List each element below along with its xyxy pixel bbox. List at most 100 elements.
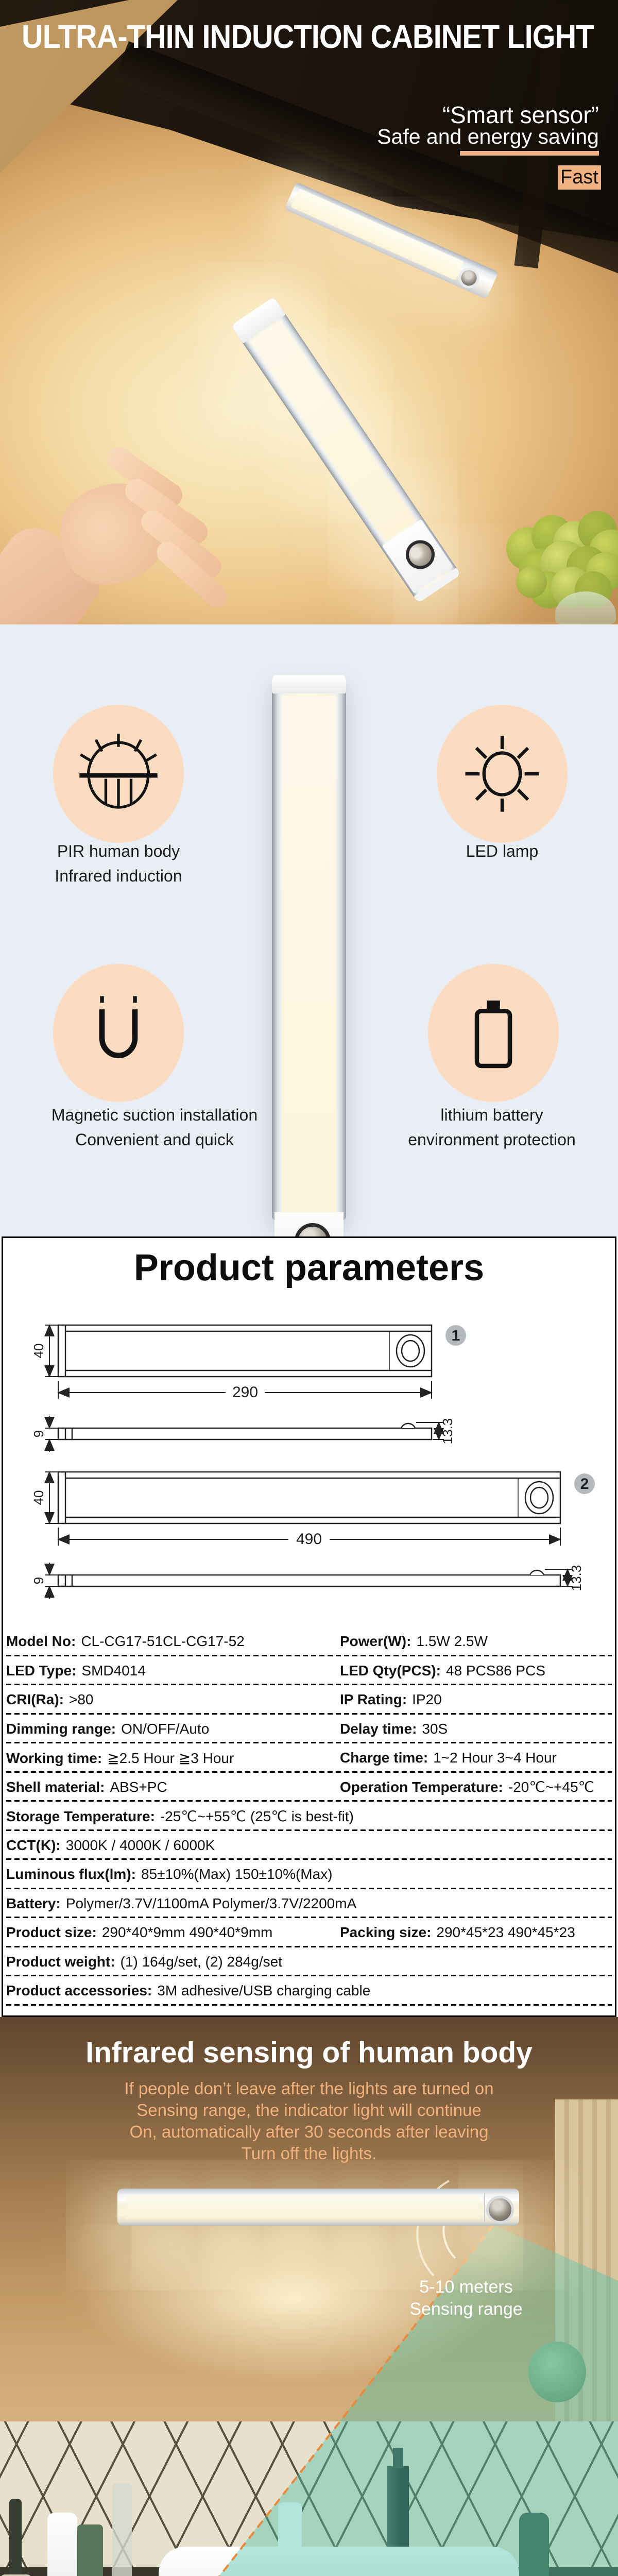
spec-cell: Product size: 290*40*9mm 490*40*9mm: [6, 1924, 340, 1941]
spec-label: Shell material:: [6, 1778, 105, 1795]
parameters-frame: [2, 1236, 616, 2017]
svg-text:40: 40: [31, 1490, 46, 1505]
spec-cell: Battery: Polymer/3.7V/1100mA Polymer/3.7V…: [6, 1895, 356, 1912]
sensing-line: Turn off the lights.: [241, 2144, 377, 2163]
spec-value: 3000K / 4000K / 6000K: [65, 1837, 215, 1853]
feature-label: lithium battery environment protection: [408, 1106, 576, 1149]
spec-value: ON/OFF/Auto: [121, 1720, 210, 1737]
spec-row: CRI(Ra): >80 IP Rating: IP20: [6, 1685, 612, 1715]
bottle-photo: [519, 2513, 549, 2576]
badge-1-icon: [445, 1325, 466, 1346]
pir-sensor-icon: [400, 534, 440, 575]
spec-label: Product accessories:: [6, 1982, 152, 1999]
technical-drawings: 1 40 290 9: [31, 1324, 595, 1599]
sensing-description: If people don’t leave after the lights a…: [0, 2078, 618, 2164]
faucet-photo: [387, 2466, 409, 2552]
spec-row: Product accessories: 3M adhesive/USB char…: [6, 1976, 612, 2006]
spec-label: CCT(K):: [6, 1837, 61, 1853]
spec-label: Battery:: [6, 1895, 61, 1911]
spec-cell: CRI(Ra): >80: [6, 1691, 340, 1708]
spec-label: IP Rating:: [340, 1691, 407, 1708]
dimension-9: [44, 1563, 58, 1599]
spec-label: Luminous flux(lm):: [6, 1866, 136, 1883]
spec-cell: Delay time: 30S: [340, 1721, 448, 1737]
spec-label: LED Qty(PCS):: [340, 1662, 441, 1679]
spec-value: 290*40*9mm 490*40*9mm: [101, 1924, 273, 1941]
sink-photo: [159, 2547, 519, 2576]
svg-text:9: 9: [31, 1577, 46, 1584]
spec-value: Polymer/3.7V/1100mA Polymer/3.7V/2200mA: [65, 1895, 357, 1911]
spec-value: CL-CG17-51CL-CG17-52: [81, 1633, 245, 1650]
page-title: ULTRA-THIN INDUCTION CABINET LIGHT: [22, 18, 594, 55]
drawing-290-front: [57, 1324, 433, 1378]
spec-row: CCT(K): 3000K / 4000K / 6000K: [6, 1831, 612, 1860]
dimension-13-3: [545, 1568, 573, 1587]
svg-text:490: 490: [296, 1531, 322, 1548]
spec-value: 290*45*23 490*45*23: [436, 1924, 575, 1941]
toothbrush-photo: [9, 2499, 22, 2576]
spec-label: Packing size:: [340, 1924, 432, 1941]
sensing-line: If people don’t leave after the lights a…: [124, 2079, 494, 2098]
spec-row: Battery: Polymer/3.7V/1100mA Polymer/3.7V…: [6, 1889, 612, 1919]
towel-photo: [555, 2099, 618, 2476]
tile-wall-photo: [0, 2421, 618, 2568]
spec-row: LED Type: SMD4014 LED Qty(PCS): 48 PCS86 PC…: [6, 1656, 612, 1686]
sensing-section: Infrared sensing of human body If people…: [0, 2017, 618, 2576]
spec-label: Dimming range:: [6, 1720, 116, 1737]
spec-cell: LED Qty(PCS): 48 PCS86 PCS: [340, 1663, 545, 1679]
dimension-13-3: [416, 1421, 444, 1440]
spec-cell: Working time: ≧2.5 Hour ≧3 Hour: [6, 1750, 340, 1767]
spec-row: Working time: ≧2.5 Hour ≧3 Hour Charge tim…: [6, 1743, 612, 1773]
spec-label: CRI(Ra):: [6, 1691, 64, 1708]
spec-value: 85±10%(Max) 150±10%(Max): [141, 1866, 333, 1883]
tagline-smart-sensor: “Smart sensor”: [442, 101, 599, 128]
spec-label: LED Type:: [6, 1662, 77, 1679]
product-bar-image: [272, 675, 346, 1272]
spec-value: SMD4014: [81, 1662, 146, 1679]
spec-value: (1) 164g/set, (2) 284g/set: [120, 1953, 282, 1970]
spec-value: 1~2 Hour 3~4 Hour: [433, 1750, 557, 1766]
feature-label: Magnetic suction installation Convenient…: [51, 1106, 258, 1149]
spec-label: Power(W):: [340, 1633, 411, 1650]
hero-section: ULTRA-THIN INDUCTION CABINET LIGHT “Smar…: [0, 0, 618, 624]
spec-cell: Shell material: ABS+PC: [6, 1779, 340, 1795]
drawing-290-side: [57, 1422, 433, 1440]
spec-cell: Luminous flux(lm): 85±10%(Max) 150±10%(Ma…: [6, 1866, 333, 1883]
badge-2-icon: [574, 1473, 595, 1494]
sensing-title: Infrared sensing of human body: [85, 2036, 533, 2069]
feature-label: PIR human body Infrared induction: [55, 842, 182, 885]
spec-row: Product weight: (1) 164g/set, (2) 284g/se…: [6, 1947, 612, 1977]
sensing-line: Sensing range, the indicator light will …: [136, 2100, 482, 2120]
spec-cell: LED Type: SMD4014: [6, 1663, 340, 1679]
pir-sensor-icon: [53, 705, 184, 843]
spec-value: 1.5W 2.5W: [416, 1633, 488, 1650]
spec-value: 30S: [422, 1720, 448, 1737]
spec-value: ≧2.5 Hour ≧3 Hour: [107, 1750, 234, 1766]
dimension-40: [44, 1324, 58, 1378]
sensing-light-bar-photo: [117, 2189, 519, 2226]
svg-text:13.3: 13.3: [569, 1565, 584, 1591]
spec-row: Product size: 290*40*9mm 490*40*9mm Packin…: [6, 1918, 612, 1947]
spec-cell: Storage Temperature: -25℃~+55℃ (25℃ is be…: [6, 1808, 354, 1825]
dimension-9: [44, 1416, 58, 1452]
dimension-40: [44, 1471, 58, 1524]
spec-value: >80: [69, 1691, 94, 1708]
spec-value: -20℃~+45℃: [508, 1779, 595, 1795]
spec-cell: Dimming range: ON/OFF/Auto: [6, 1721, 340, 1737]
drawing-490-side: [57, 1569, 561, 1587]
sensing-range-label: Sensing range: [409, 2299, 523, 2319]
loofah-photo: [528, 2342, 586, 2402]
spec-label: Product weight:: [6, 1953, 115, 1970]
bottle-photo: [112, 2483, 132, 2576]
svg-text:40: 40: [31, 1344, 46, 1359]
svg-text:9: 9: [31, 1430, 46, 1437]
spec-row: Model No: CL-CG17-51CL-CG17-52 Power(W): 1.…: [6, 1627, 612, 1656]
spec-table: Model No: CL-CG17-51CL-CG17-52 Power(W): 1.…: [6, 1627, 612, 2006]
spec-label: Working time:: [6, 1750, 102, 1766]
spec-cell: Model No: CL-CG17-51CL-CG17-52: [6, 1633, 340, 1650]
spec-cell: Charge time: 1~2 Hour 3~4 Hour: [340, 1750, 557, 1766]
drawing-490-front: [57, 1471, 561, 1524]
spec-row: Luminous flux(lm): 85±10%(Max) 150±10%(Ma…: [6, 1860, 612, 1889]
spec-label: Product size:: [6, 1924, 97, 1941]
